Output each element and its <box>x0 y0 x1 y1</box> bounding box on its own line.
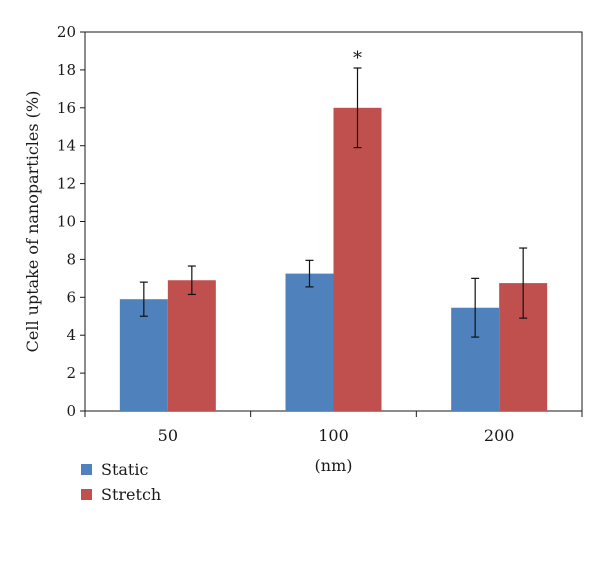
legend-label-static: Static <box>101 460 148 479</box>
x-tick-label: 200 <box>484 426 515 445</box>
bar-static-100 <box>285 273 334 411</box>
y-tick-label: 10 <box>57 213 76 231</box>
legend-swatch-static <box>81 464 92 475</box>
legend-label-stretch: Stretch <box>101 485 161 504</box>
y-tick-label: 20 <box>57 23 76 41</box>
y-tick-label: 4 <box>66 326 76 344</box>
significance-marker: * <box>353 48 362 69</box>
legend: Static Stretch <box>81 460 161 504</box>
bar-static-50 <box>119 299 168 411</box>
legend-swatch-stretch <box>81 489 92 500</box>
y-tick-label: 16 <box>57 99 76 117</box>
y-tick-label: 8 <box>66 250 76 268</box>
x-axis-title: (nm) <box>315 456 353 475</box>
error-bars: * <box>139 48 528 338</box>
y-axis-title: Cell uptake of nanoparticles (%) <box>23 91 42 353</box>
bar-stretch-100 <box>333 107 382 412</box>
x-tick-label: 50 <box>158 426 178 445</box>
axes: 0 2 4 6 8 10 12 14 16 18 20 50 100 200 <box>57 23 583 445</box>
bars <box>119 107 548 412</box>
x-tick-label: 100 <box>318 426 349 445</box>
y-tick-label: 2 <box>66 364 76 382</box>
y-tick-label: 12 <box>57 175 76 193</box>
y-tick-label: 0 <box>66 402 76 420</box>
y-tick-label: 18 <box>57 61 76 79</box>
y-tick-label: 14 <box>57 137 76 155</box>
y-tick-label: 6 <box>66 288 76 306</box>
bar-stretch-50 <box>167 280 216 411</box>
